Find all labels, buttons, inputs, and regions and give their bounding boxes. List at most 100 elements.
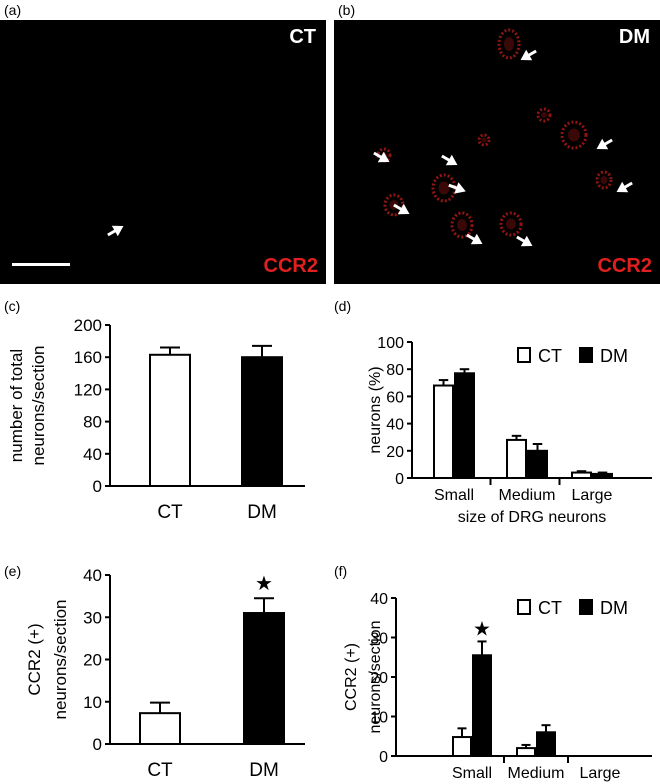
x-tick-label: Large: [580, 765, 621, 782]
chart-c-group: 0 40 80 120 160 200 number of total neurons/sec…: [7, 316, 305, 523]
bar-dm: [241, 356, 283, 488]
bar-dm-small: [454, 372, 475, 479]
x-tick-label: DM: [249, 760, 279, 781]
legend-swatch-dm: [579, 599, 593, 615]
significance-star: ★: [255, 573, 273, 595]
x-tick-label: Medium: [499, 487, 556, 504]
y-tick-label: 100: [377, 335, 404, 352]
y-tick-label: 0: [379, 749, 388, 766]
legend-swatch-dm: [579, 347, 593, 363]
arrow-icon: [441, 154, 458, 166]
y-tick-label: 20: [83, 651, 102, 670]
panel-label-e: (e): [4, 563, 22, 579]
significance-star: ★: [473, 618, 491, 640]
chart-d-group: 0 20 40 60 80 100 neurons (%) Small Medium Large s…: [367, 335, 652, 526]
y-tick-label: 30: [83, 608, 102, 627]
y-axis-label: CCR2 (+): [25, 623, 44, 695]
micrograph-ct-condition: CT: [289, 26, 316, 48]
legend-swatch-ct: [517, 599, 531, 615]
stained-cell: [477, 133, 491, 147]
micrograph-dm-stain: CCR2: [597, 255, 652, 277]
y-tick-label: 20: [386, 444, 404, 461]
legend-label-ct: CT: [538, 346, 562, 366]
arrow-icon: [596, 138, 613, 150]
chart-f-group: 0 10 20 30 40 CCR2 (+) neurons/section Small Med…: [343, 591, 652, 782]
arrow-icon: [393, 203, 410, 215]
y-tick-label: 60: [386, 389, 404, 406]
arrow-icon: [516, 235, 533, 247]
x-axis-label: size of DRG neurons: [458, 509, 607, 526]
bar-ct: [149, 353, 191, 487]
x-tick-label: Small: [434, 487, 474, 504]
arrow-icon: [107, 225, 124, 237]
legend-label-dm: DM: [600, 346, 628, 366]
micrograph-ct-stain: CCR2: [263, 255, 318, 277]
bar-dm-small: [472, 654, 492, 758]
y-tick-label: 0: [395, 471, 404, 488]
x-tick-label: DM: [247, 502, 277, 523]
bar-ct-medium: [506, 438, 527, 480]
y-tick-label: 40: [386, 417, 404, 434]
x-tick-label: Large: [572, 487, 613, 504]
y-axis-label: neurons/section: [29, 345, 48, 465]
y-tick-label: 120: [74, 380, 102, 399]
bar-dm-medium: [527, 449, 548, 479]
micrograph-dm-condition: DM: [618, 26, 650, 48]
bar-ct: [139, 712, 181, 745]
bar-ct-small: [452, 736, 472, 757]
arrow-icon: [373, 151, 390, 163]
arrow-icon: [616, 181, 633, 193]
y-tick-label: 10: [83, 693, 102, 712]
stained-cell: [560, 120, 588, 150]
scale-bar: [12, 263, 70, 266]
x-tick-label: Small: [452, 765, 492, 782]
bar-dm-medium: [536, 731, 556, 757]
bar-ct-medium: [516, 747, 536, 757]
panel-label-f: (f): [334, 563, 348, 579]
panel-label-d: (d): [334, 298, 352, 314]
y-axis-label: number of total: [7, 349, 26, 462]
y-tick-label: 0: [93, 477, 102, 496]
bar-ct-small: [433, 384, 454, 479]
y-tick-label: 20: [370, 670, 388, 687]
panel-label-a: (a): [4, 2, 22, 18]
stained-cell: [499, 211, 523, 237]
y-tick-label: 10: [370, 710, 388, 727]
y-axis-label: neurons/section: [51, 599, 70, 719]
micrograph-dm: DM CCR2: [334, 20, 660, 284]
legend-swatch-ct: [517, 347, 531, 363]
y-axis-label: neurons/section: [367, 621, 384, 734]
y-tick-label: 0: [93, 735, 102, 754]
x-tick-label: Medium: [508, 765, 565, 782]
y-tick-label: 40: [83, 445, 102, 464]
legend-label-dm: DM: [600, 598, 628, 618]
y-tick-label: 80: [386, 362, 404, 379]
arrow-icon: [448, 182, 466, 194]
y-axis-label: neurons (%): [367, 366, 384, 453]
y-tick-label: 160: [74, 348, 102, 367]
stained-cell: [497, 28, 521, 60]
bar-ct-large: [571, 471, 592, 479]
y-tick-label: 30: [370, 631, 388, 648]
x-tick-label: CT: [147, 760, 173, 781]
micrograph-dm-overlay: [373, 28, 633, 247]
y-tick-label: 200: [74, 316, 102, 335]
panel-label-b: (b): [338, 2, 356, 18]
micrograph-ct: CT CCR2: [0, 20, 326, 284]
legend-label-ct: CT: [538, 598, 562, 618]
panel-label-c: (c): [4, 298, 21, 314]
chart-e-group: 0 10 20 30 40 CCR2 (+) neurons/section CT DM ★: [25, 566, 305, 781]
y-tick-label: 40: [370, 591, 388, 608]
bar-dm: [243, 612, 285, 746]
y-tick-label: 40: [83, 566, 102, 585]
bar-dm-large: [592, 472, 613, 480]
micrograph-ct-overlay: [107, 225, 124, 237]
stained-cell: [536, 107, 552, 123]
stained-cell: [450, 211, 474, 239]
arrow-icon: [520, 49, 537, 61]
stained-cell: [595, 170, 613, 190]
y-tick-label: 80: [83, 413, 102, 432]
arrow-icon: [466, 233, 483, 245]
y-axis-label: CCR2 (+): [343, 643, 360, 711]
